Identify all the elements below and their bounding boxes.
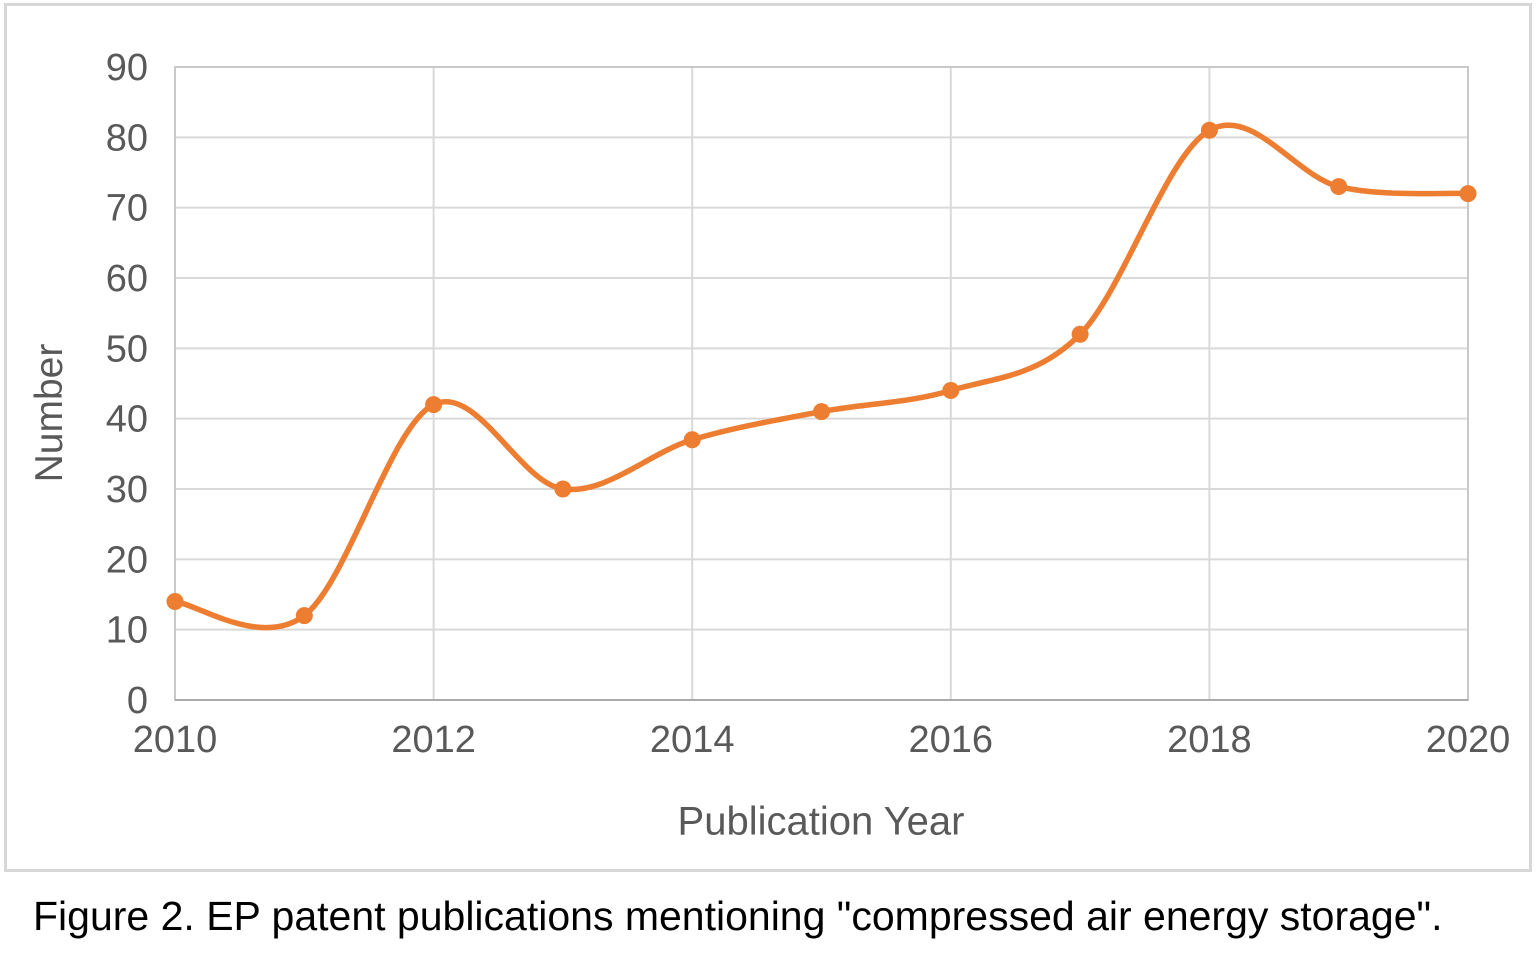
data-point-marker [813, 403, 830, 421]
figure-caption: Figure 2. EP patent publications mention… [33, 893, 1443, 939]
x-tick-label: 2016 [909, 719, 994, 761]
x-tick-label: 2014 [650, 719, 735, 761]
y-tick-label: 10 [106, 610, 148, 652]
data-point-marker [1330, 178, 1348, 196]
y-tick-label: 60 [106, 258, 148, 300]
plot-area-border [174, 66, 1469, 701]
data-point-marker [295, 607, 313, 625]
x-tick-label: 2020 [1426, 719, 1511, 761]
x-axis-title: Publication Year [677, 799, 965, 844]
y-tick-label: 80 [106, 117, 148, 159]
x-tick-label: 2018 [1167, 719, 1252, 761]
data-point-marker [425, 396, 443, 414]
y-tick-label: 20 [106, 539, 148, 581]
x-tick-label: 2012 [391, 719, 476, 761]
y-tick-label: 0 [127, 680, 148, 722]
data-point-marker [554, 480, 572, 498]
data-point-marker [1071, 325, 1089, 343]
y-tick-label: 70 [106, 188, 148, 230]
data-point-marker [683, 431, 701, 449]
data-line [172, 122, 1471, 631]
data-point-marker [1200, 121, 1218, 139]
data-point-marker [942, 382, 960, 400]
y-tick-label: 40 [106, 399, 148, 441]
x-tick-label: 2010 [133, 719, 218, 761]
y-axis-title: Number [28, 343, 71, 483]
data-point-marker [166, 593, 184, 611]
y-tick-label: 90 [106, 47, 148, 89]
y-tick-label: 50 [106, 328, 148, 370]
data-point-marker [1459, 185, 1477, 203]
y-tick-label: 30 [106, 469, 148, 511]
